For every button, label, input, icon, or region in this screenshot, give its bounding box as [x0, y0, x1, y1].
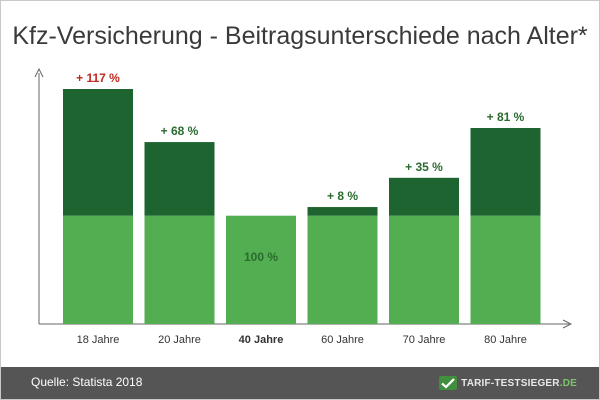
- bar-surcharge: [307, 207, 378, 216]
- brand-name-main: TARIF-TESTSIEGER: [461, 377, 560, 389]
- category-label: 60 Jahre: [321, 334, 364, 346]
- category-label: 70 Jahre: [403, 334, 446, 346]
- category-label: 20 Jahre: [158, 334, 201, 346]
- bar-base: [389, 215, 459, 324]
- bar-base: [144, 215, 215, 324]
- checkmark-arrow-icon: [439, 376, 458, 390]
- bar-base: [470, 215, 541, 324]
- bar-base: [63, 215, 133, 324]
- footer-bar: Quelle: Statista 2018 TARIF-TESTSIEGER.D…: [1, 367, 599, 399]
- bar-base: [307, 215, 378, 324]
- brand-name-tld: .DE: [559, 377, 577, 389]
- data-label: + 117 %: [76, 71, 120, 85]
- bar-surcharge: [470, 127, 541, 216]
- data-label: + 8 %: [327, 189, 358, 203]
- x-axis-arrow: [562, 319, 573, 329]
- category-label: 18 Jahre: [77, 334, 120, 346]
- bar-surcharge: [389, 177, 459, 216]
- chart-title: Kfz-Versicherung - Beitragsunterschiede …: [12, 22, 588, 50]
- brand-logo: TARIF-TESTSIEGER.DE: [439, 373, 577, 393]
- data-label: + 35 %: [405, 160, 443, 174]
- data-label: 100 %: [244, 250, 278, 264]
- bar-base: [226, 215, 296, 324]
- bar-surcharge: [63, 89, 133, 216]
- data-label: + 68 %: [161, 124, 199, 138]
- category-label: 40 Jahre: [239, 334, 284, 346]
- brand-name: TARIF-TESTSIEGER.DE: [461, 378, 577, 389]
- data-label: + 81 %: [487, 110, 525, 124]
- source-note: Quelle: Statista 2018: [31, 375, 143, 389]
- bar-chart: + 117 % 18 Jahre + 68 % 20 Jahre 100 % 40 Jah…: [34, 67, 573, 346]
- bar-surcharge: [144, 142, 215, 216]
- y-axis-arrow: [34, 67, 44, 78]
- category-label: 80 Jahre: [484, 334, 527, 346]
